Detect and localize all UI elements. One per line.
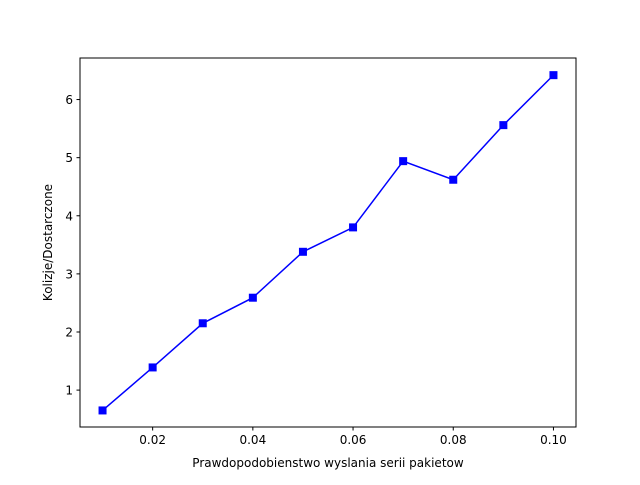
data-point-marker xyxy=(549,71,558,80)
data-point-marker xyxy=(198,319,207,328)
data-point-marker xyxy=(298,247,307,256)
y-axis-label: Kolizje/Dostarczone xyxy=(41,184,55,301)
x-tick-label: 0.06 xyxy=(340,433,367,447)
data-point-marker xyxy=(399,157,408,166)
plot-frame xyxy=(79,57,577,428)
x-tick-label: 0.02 xyxy=(139,433,166,447)
x-axis-label: Prawdopodobienstwo wyslania serii pakiet… xyxy=(192,456,464,470)
data-point-marker xyxy=(449,175,458,184)
y-tick-label: 3 xyxy=(65,267,73,281)
y-tick-label: 4 xyxy=(65,209,73,223)
y-axis-ticks: 1 2 3 4 5 6 xyxy=(65,93,80,398)
series-line xyxy=(102,74,554,412)
x-tick-label: 0.10 xyxy=(540,433,567,447)
data-point-marker xyxy=(98,406,107,415)
data-point-marker xyxy=(148,363,157,372)
series-layer xyxy=(98,71,558,415)
y-tick-label: 1 xyxy=(65,384,73,398)
y-tick-label: 2 xyxy=(65,325,73,339)
data-point-marker xyxy=(248,293,257,302)
data-point-marker xyxy=(349,223,358,232)
y-tick-label: 6 xyxy=(65,93,73,107)
plot-area xyxy=(80,58,576,427)
x-axis-ticks: 0.02 0.04 0.06 0.08 0.10 xyxy=(139,427,567,447)
y-tick-label: 5 xyxy=(65,151,73,165)
data-point-marker xyxy=(499,121,508,130)
x-tick-label: 0.08 xyxy=(440,433,467,447)
x-tick-label: 0.04 xyxy=(239,433,266,447)
